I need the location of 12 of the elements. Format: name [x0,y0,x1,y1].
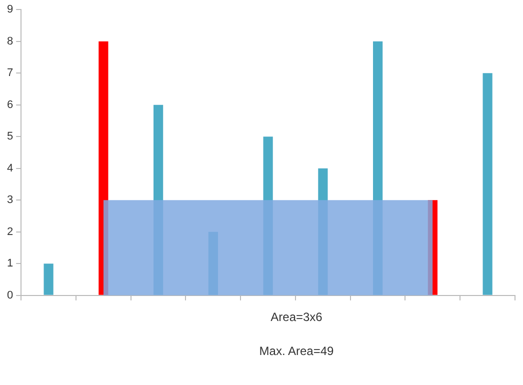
y-tick-label: 0 [6,289,14,302]
text: Area=3x6 [270,310,324,324]
y-tick-label: 2 [6,226,14,238]
y-tick-label: 1 [6,258,14,270]
y-tick-label: 8 [6,35,14,48]
y-tick-label: 7 [6,67,14,80]
y-tick-label: 9 [6,4,14,16]
y-tick-label: 6 [6,98,14,111]
text: Max. Area=49 [258,344,335,358]
y-tick-label: 3 [6,194,14,206]
y-tick-label: 4 [6,162,14,174]
y-tick-label: 5 [6,130,14,143]
